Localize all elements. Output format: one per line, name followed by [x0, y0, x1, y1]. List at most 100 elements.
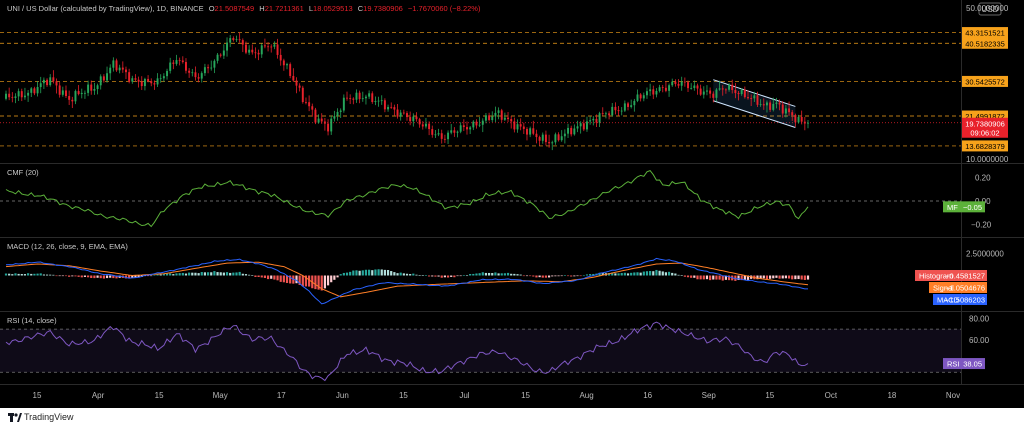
histogram-bar	[769, 275, 772, 279]
candle	[687, 80, 689, 93]
histogram-bar	[655, 269, 658, 276]
histogram-bar	[162, 273, 165, 276]
candle	[191, 68, 194, 77]
candle	[737, 91, 740, 101]
histogram-bar	[642, 271, 645, 276]
histogram-bar	[582, 275, 585, 277]
candle	[33, 86, 36, 96]
histogram-bar	[787, 275, 791, 279]
histogram-bar	[276, 275, 279, 281]
histogram-bar	[150, 275, 153, 277]
candle	[339, 108, 342, 119]
histogram-bar	[225, 272, 229, 276]
candle	[308, 95, 311, 112]
candle	[109, 64, 112, 81]
candle	[696, 83, 699, 95]
macd-line	[5, 257, 808, 305]
candle	[740, 88, 743, 96]
histogram-bar	[260, 275, 263, 278]
macd-pane[interactable]: MACD (12, 26, close, 9, EMA, EMA) 2.5000…	[4, 242, 1004, 305]
histogram-bar	[402, 273, 405, 276]
histogram-bar	[630, 272, 633, 276]
histogram-bar	[216, 272, 219, 276]
histogram-bar	[585, 274, 589, 276]
histogram-bar	[266, 275, 270, 280]
candle	[61, 86, 64, 97]
macd-histogram-tag: Histogram −0.4581527	[915, 270, 987, 281]
candle	[229, 35, 232, 48]
histogram-bar	[497, 273, 500, 276]
tradingview-logo-icon	[8, 413, 22, 422]
histogram-bar	[109, 275, 112, 278]
candle	[570, 125, 573, 137]
macd-signal-line	[5, 261, 809, 298]
histogram-bar	[248, 274, 251, 276]
currency-button[interactable]	[978, 2, 1002, 16]
candle	[664, 81, 667, 93]
histogram-bar	[547, 275, 551, 278]
candle	[42, 77, 45, 90]
candle	[800, 110, 803, 125]
candle	[573, 124, 576, 136]
histogram-bar	[412, 273, 415, 276]
histogram-bar	[229, 272, 232, 276]
histogram-bar	[727, 275, 731, 281]
candle	[330, 115, 333, 135]
candle	[159, 74, 162, 83]
histogram-bar	[159, 274, 162, 276]
candle	[592, 116, 595, 126]
candle	[96, 83, 99, 95]
histogram-bar	[131, 275, 134, 278]
cmf-value-tag: MF −0.05	[943, 201, 985, 213]
histogram-bar	[535, 275, 538, 278]
histogram-bar	[472, 273, 475, 276]
candle	[263, 38, 266, 49]
candle	[784, 104, 787, 118]
histogram-bar	[181, 272, 184, 276]
price-pane[interactable]: UNI / US Dollar (calculated by TradingVi…	[0, 2, 1009, 164]
pane-separators	[0, 0, 1024, 385]
rsi-pane[interactable]: RSI (14, close) 80.00 60.00 RSI 38.05	[0, 314, 990, 382]
histogram-bar	[806, 275, 810, 280]
rsi-tick-0: 80.00	[969, 314, 990, 323]
candle	[554, 132, 557, 145]
candle	[181, 56, 184, 64]
candle	[617, 105, 620, 117]
candle	[197, 73, 200, 83]
footer: TradingView	[0, 408, 1024, 429]
histogram-bar	[705, 275, 709, 280]
time-tick: 18	[887, 391, 896, 400]
trading-chart[interactable]: UNI / US Dollar (calculated by TradingVi…	[0, 0, 1024, 408]
histogram-bar	[156, 274, 159, 276]
candle	[428, 121, 431, 136]
price-levels	[0, 32, 961, 147]
cmf-pane[interactable]: CMF (20) 0.20 0.00 −0.20 MF −0.05	[0, 168, 992, 229]
candle	[630, 99, 633, 109]
candle	[393, 104, 396, 116]
candle	[576, 120, 579, 133]
candle	[469, 126, 472, 134]
histogram-bar	[14, 273, 17, 276]
candle	[437, 128, 440, 137]
time-axis[interactable]: 15 Apr 15 May 17 Jun 15 Jul 15 Aug 16 Sep 15 Oct 18 Nov	[33, 391, 961, 400]
candle	[216, 53, 219, 64]
candle	[121, 61, 124, 73]
level-tag: 30.5425572	[962, 75, 1008, 87]
candle	[125, 66, 127, 79]
candle	[46, 78, 49, 87]
histogram-bar	[491, 273, 494, 276]
candle	[611, 103, 614, 117]
candle	[791, 109, 794, 121]
svg-text:MF: MF	[947, 203, 958, 212]
candle	[282, 58, 285, 71]
time-tick: 15	[521, 391, 530, 400]
candle	[93, 82, 96, 95]
time-tick: 15	[33, 391, 42, 400]
candle	[807, 119, 809, 129]
candle	[453, 127, 456, 137]
svg-text:MACD: MACD	[937, 296, 960, 305]
candle	[538, 135, 541, 146]
histogram-bar	[45, 274, 49, 276]
candle	[655, 88, 658, 98]
